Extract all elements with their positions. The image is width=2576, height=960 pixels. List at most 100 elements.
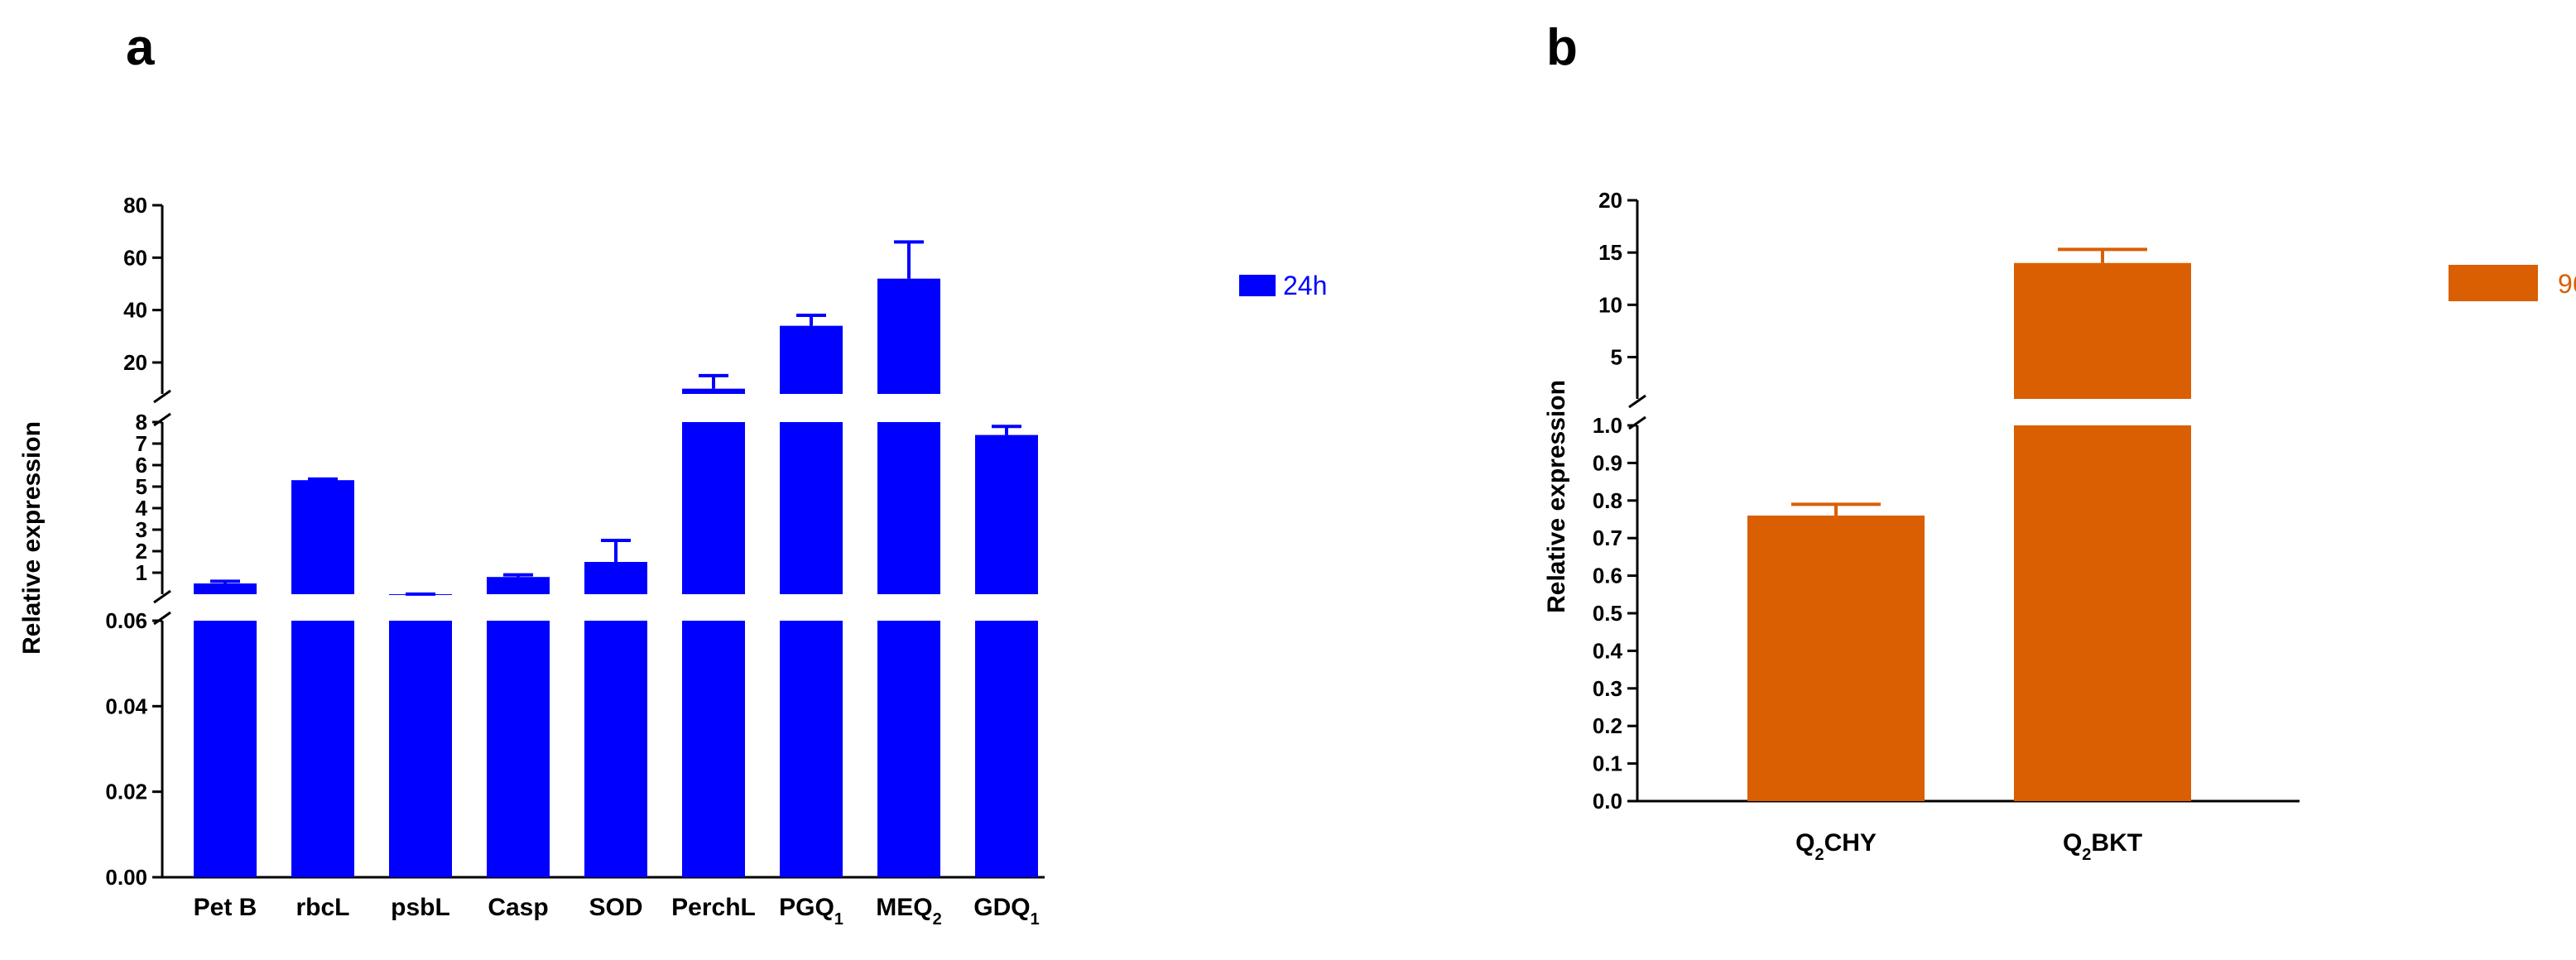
a-bar-5-segment-2 [682, 388, 745, 394]
a-axis-break-upper-0 [153, 589, 171, 604]
a-category-name-6: PGQ [779, 894, 834, 921]
a-bar-1-segment-1 [291, 480, 354, 594]
a-axis-break-lower-1 [153, 412, 171, 427]
b-y-tick-label-0-7: 0.7 [1593, 526, 1622, 550]
a-bar-8-segment-1 [975, 434, 1038, 594]
b-bar-0-segment-0 [1747, 515, 1925, 801]
a-bar-3-segment-0 [487, 621, 550, 877]
b-y-tick-label-1-2: 15 [1598, 240, 1622, 265]
b-category-prefix-0: Q [1795, 829, 1814, 857]
a-y-tick-label-1-4: 5 [136, 474, 147, 499]
a-category-subscript-6: 1 [834, 910, 843, 929]
a-bar-7-segment-2 [877, 278, 940, 394]
a-bar-4-segment-0 [584, 621, 647, 877]
a-bar-7-segment-0 [877, 621, 940, 877]
a-category-label-7: MEQ2 [876, 894, 941, 929]
a-category-name-0: Pet B [194, 894, 257, 921]
legend-label-24h: 24h [1283, 271, 1327, 300]
a-y-tick-label-0-3: 0.06 [105, 608, 147, 633]
panel-b-category-labels: Q2CHY Q2BKT [1795, 829, 2142, 864]
a-y-tick-label-1-3: 4 [136, 496, 148, 521]
b-y-tick-label-0-4: 0.4 [1593, 638, 1623, 663]
a-bar-0-segment-1 [194, 583, 257, 594]
a-y-tick-label-2-2: 60 [123, 245, 147, 270]
a-y-tick-label-2-1: 40 [123, 298, 147, 323]
b-category-label-1: Q2BKT [2063, 829, 2142, 864]
a-category-label-8: GDQ1 [973, 894, 1039, 929]
a-y-tick-label-0-0: 0.00 [105, 865, 147, 890]
panel-a-legend: 24h [1239, 271, 1327, 300]
a-category-name-7: MEQ [876, 894, 932, 921]
panel-a-bars [194, 240, 1038, 877]
a-category-label-3: Casp [488, 894, 548, 921]
b-y-tick-label-1-0: 5 [1611, 344, 1622, 369]
a-bar-1-segment-0 [291, 621, 354, 877]
b-y-tick-label-0-1: 0.1 [1593, 751, 1622, 776]
a-y-tick-label-1-2: 3 [136, 517, 147, 542]
a-category-label-1: rbcL [296, 894, 349, 921]
a-category-subscript-7: 2 [933, 910, 942, 929]
a-bar-5-segment-1 [682, 422, 745, 594]
b-category-label-0: Q2CHY [1795, 829, 1877, 864]
b-category-prefix-subscript-1: 2 [2082, 846, 2091, 864]
a-bar-8-segment-0 [975, 621, 1038, 877]
a-y-tick-label-2-3: 80 [123, 193, 147, 218]
a-bar-6-segment-2 [780, 325, 843, 394]
panel-b-label: b [1546, 19, 1578, 76]
panel-a-label: a [126, 19, 155, 76]
legend-label-96h: 96h [2558, 269, 2576, 299]
legend-swatch-24h [1239, 275, 1276, 296]
b-y-tick-label-0-5: 0.5 [1593, 601, 1622, 626]
b-bar-1-segment-0 [2014, 425, 2191, 801]
a-bar-7-segment-1 [877, 422, 940, 594]
a-bar-6-segment-0 [780, 621, 843, 877]
legend-swatch-96h [2449, 265, 2538, 301]
a-bar-4-segment-1 [584, 562, 647, 594]
a-category-name-4: SOD [589, 894, 642, 921]
a-y-tick-label-1-1: 2 [136, 539, 147, 564]
a-bar-5-segment-0 [682, 621, 745, 877]
a-category-name-3: Casp [488, 894, 548, 921]
panel-b-axes: 0.0 0.1 0.2 0.3 0.4 0.5 0.6 0.7 0.8 0.9 1.0 5 10 15 20 [1593, 188, 2300, 814]
a-y-tick-label-0-2: 0.04 [105, 694, 147, 718]
b-y-tick-label-1-3: 20 [1598, 188, 1622, 213]
a-category-label-2: psbL [391, 894, 450, 921]
a-y-tick-label-0-1: 0.02 [105, 780, 147, 804]
a-bar-6-segment-1 [780, 422, 843, 594]
b-y-tick-label-0-2: 0.2 [1593, 713, 1622, 738]
a-y-tick-label-1-6: 7 [136, 431, 147, 456]
panel-b-y-axis-label: Relative expression [1543, 380, 1570, 613]
a-y-tick-label-2-0: 20 [123, 350, 147, 375]
a-y-tick-label-1-5: 6 [136, 453, 147, 478]
a-y-tick-label-1-7: 8 [136, 410, 147, 434]
b-axis-break-lower-0 [1628, 415, 1646, 430]
a-y-tick-label-1-0: 1 [136, 560, 147, 585]
a-bar-2-segment-0 [389, 621, 452, 877]
a-bar-0-segment-0 [194, 621, 257, 877]
a-category-label-4: SOD [589, 894, 642, 921]
panel-a: a Relative expression 0.000.020.040.0612… [18, 19, 1327, 929]
a-category-name-8: GDQ [973, 894, 1030, 921]
a-category-name-5: PerchL [671, 894, 756, 921]
a-axis-break-upper-1 [153, 389, 171, 404]
a-category-name-2: psbL [391, 894, 450, 921]
panel-a-y-axis-label: Relative expression [18, 421, 46, 655]
b-y-tick-label-1-1: 10 [1598, 292, 1622, 317]
a-category-label-0: Pet B [194, 894, 257, 921]
b-category-prefix-1: Q [2063, 829, 2082, 857]
b-y-tick-label-0-10: 1.0 [1593, 413, 1622, 438]
b-category-name-1: BKT [2091, 829, 2142, 857]
b-y-tick-label-0-6: 0.6 [1593, 564, 1622, 588]
b-axis-break-upper-0 [1628, 394, 1646, 409]
a-category-label-6: PGQ1 [779, 894, 843, 929]
panel-b-bars [1747, 247, 2191, 801]
b-y-tick-label-0-8: 0.8 [1593, 488, 1622, 513]
b-y-tick-label-0-0: 0.0 [1593, 789, 1622, 814]
a-category-name-1: rbcL [296, 894, 349, 921]
b-y-tick-label-0-3: 0.3 [1593, 676, 1622, 701]
b-category-prefix-subscript-0: 2 [1814, 846, 1824, 864]
panel-b: b Relative expression 0.0 0.1 0.2 0.3 0.4 0.5… [1543, 19, 2576, 864]
a-bar-3-segment-1 [487, 577, 550, 594]
